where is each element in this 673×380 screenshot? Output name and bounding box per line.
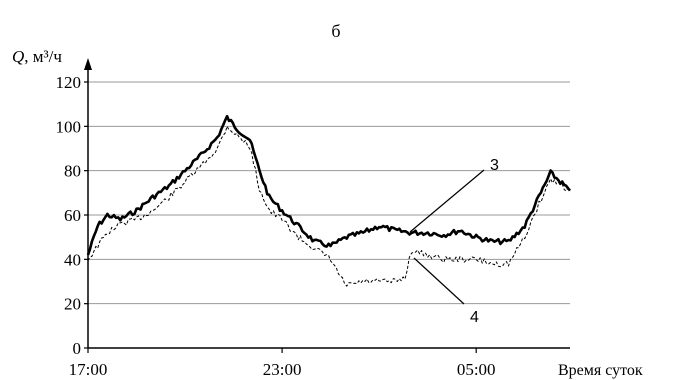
series-line-3 bbox=[86, 114, 572, 256]
x-tick-label: 23:00 bbox=[263, 360, 302, 379]
y-tick-label: 60 bbox=[64, 206, 81, 225]
y-tick-label: 100 bbox=[56, 117, 82, 136]
callout-line-4 bbox=[413, 257, 465, 305]
callout-label-3: 3 bbox=[490, 157, 499, 174]
gridlines bbox=[88, 81, 570, 305]
series-line-4 bbox=[87, 125, 571, 287]
y-tick-label: 20 bbox=[64, 295, 81, 314]
y-axis-label-unit: , м³/ч bbox=[24, 47, 62, 66]
y-tick-label: 80 bbox=[64, 162, 81, 181]
y-tick-label: 40 bbox=[64, 250, 81, 269]
panel-label: б bbox=[331, 21, 340, 41]
x-tick-label: 17:00 bbox=[69, 360, 108, 379]
x-ticks: 17:00 23:00 05:00 bbox=[69, 348, 496, 379]
x-tick-label: 05:00 bbox=[457, 360, 496, 379]
y-axis-label-var: Q bbox=[12, 47, 24, 66]
series-group bbox=[86, 114, 572, 287]
callout-label-4: 4 bbox=[470, 309, 479, 326]
y-axis-label: Q, м³/ч bbox=[12, 47, 62, 66]
x-axis-label: Время суток bbox=[558, 362, 643, 379]
y-tick-label: 120 bbox=[56, 73, 82, 92]
callout-line-3 bbox=[409, 169, 485, 233]
y-tick-label: 0 bbox=[73, 339, 82, 358]
y-axis-arrow bbox=[84, 58, 92, 70]
y-ticks: 0 20 40 60 80 100 120 bbox=[56, 73, 88, 358]
